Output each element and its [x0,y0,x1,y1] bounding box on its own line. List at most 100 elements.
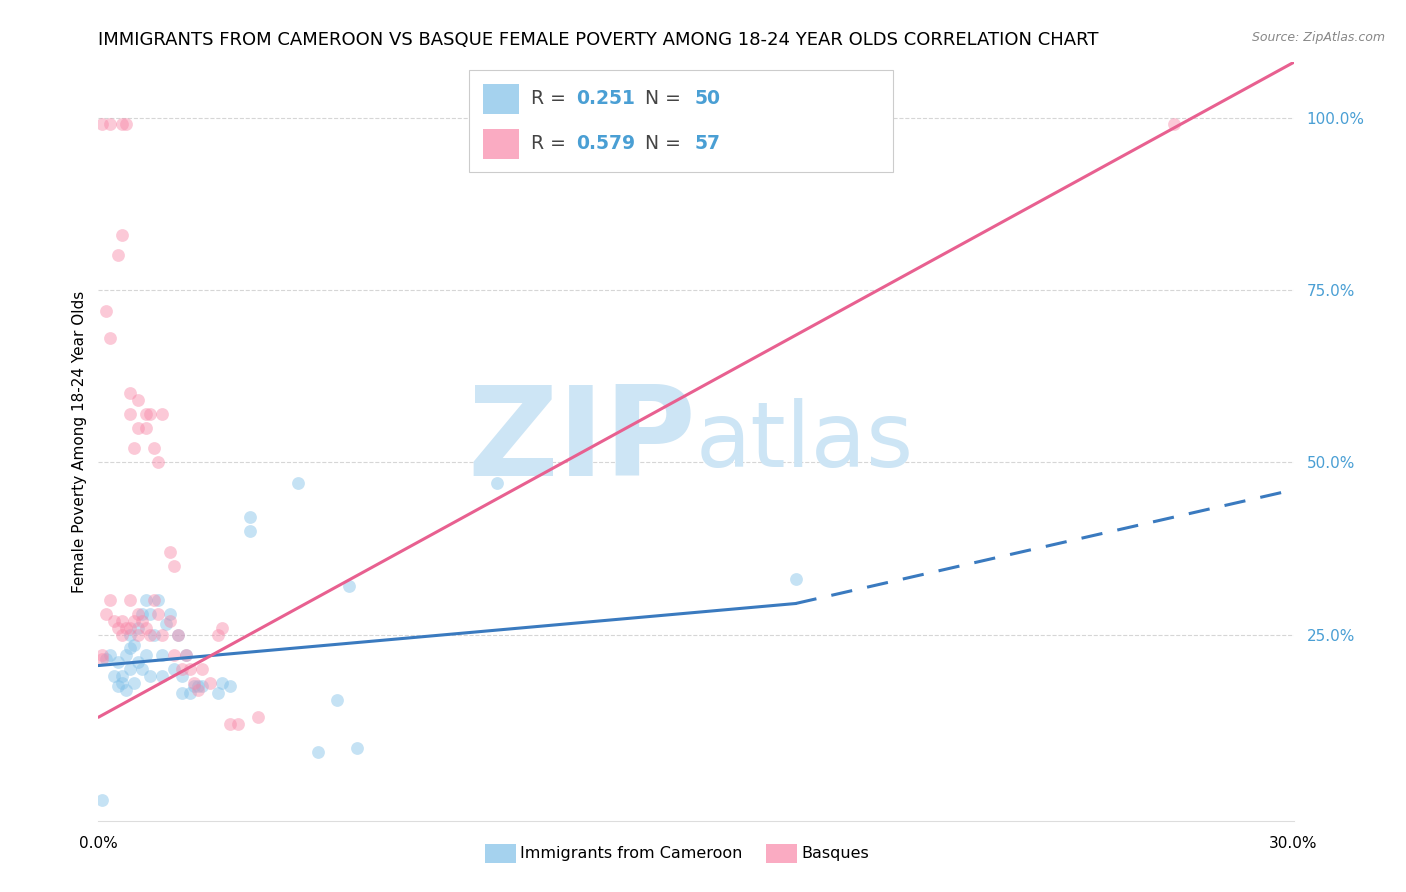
Point [139,669,162,683]
Point [131,607,153,621]
Point [239,510,262,524]
Point [127,627,149,641]
Point [98,331,122,345]
Point [111,614,134,628]
Bar [484,128,519,159]
Point [785,573,807,587]
Point [159,545,181,559]
Point [167,627,190,641]
Point [163,648,186,663]
Point [172,662,194,676]
Point [96,607,118,621]
Point [91,648,114,663]
Point [150,648,173,663]
Point [91,793,114,807]
Point [115,118,138,132]
Point [191,662,214,676]
Point [163,662,186,676]
Point [219,679,242,693]
Point [198,675,221,690]
Point [167,627,190,641]
Point [127,393,149,408]
Point [107,621,129,635]
Point [148,455,170,469]
Text: R =: R = [531,89,572,108]
Point [124,442,146,456]
Point [307,745,329,759]
Point [135,621,157,635]
Point [127,421,149,435]
Point [207,686,229,700]
Point [139,607,162,621]
Point [107,248,129,262]
Point [120,407,142,421]
Text: IMMIGRANTS FROM CAMEROON VS BASQUE FEMALE POVERTY AMONG 18-24 YEAR OLDS CORRELAT: IMMIGRANTS FROM CAMEROON VS BASQUE FEMAL… [98,31,1099,49]
Point [120,641,142,656]
Point [339,579,361,593]
Point [150,407,173,421]
Point [96,303,118,318]
Text: ZIP: ZIP [467,381,696,502]
Point [150,669,173,683]
Text: Source: ZipAtlas.com: Source: ZipAtlas.com [1251,31,1385,45]
Point [127,655,149,669]
Point [131,614,153,628]
Point [124,675,146,690]
Point [172,686,194,700]
Point [135,421,157,435]
Point [91,118,114,132]
Text: 50: 50 [695,89,721,108]
Text: R =: R = [531,134,572,153]
Point [211,621,233,635]
Point [120,621,142,635]
Point [115,648,138,663]
Point [148,593,170,607]
Point [115,682,138,697]
Point [143,627,166,641]
Point [98,118,122,132]
Point [159,607,181,621]
Text: N =: N = [644,89,686,108]
Point [124,638,146,652]
Point [103,669,125,683]
Point [127,607,149,621]
Point [485,475,508,490]
Point [183,679,205,693]
Point [103,614,125,628]
Point [172,669,194,683]
Text: 0.0%: 0.0% [79,836,118,851]
Point [191,679,214,693]
Point [111,118,134,132]
Point [115,621,138,635]
FancyBboxPatch shape [470,70,893,172]
Text: 57: 57 [695,134,721,153]
Point [143,593,166,607]
Point [179,662,201,676]
Point [98,593,122,607]
Point [111,627,134,641]
Bar [484,84,519,114]
Point [120,627,142,641]
Point [91,651,114,665]
Point [120,662,142,676]
Point [155,617,177,632]
Point [120,386,142,401]
Point [111,669,134,683]
Point [187,679,209,693]
Point [326,693,349,707]
Point [135,593,157,607]
Point [96,651,118,665]
Point [246,710,269,724]
Text: Basques: Basques [801,847,869,861]
Point [1163,118,1185,132]
Point [211,675,233,690]
Text: atlas: atlas [696,398,914,485]
Text: N =: N = [644,134,686,153]
Point [226,717,249,731]
Point [207,627,229,641]
Text: 30.0%: 30.0% [1270,836,1317,851]
Point [183,675,205,690]
Point [219,717,242,731]
Point [174,648,197,663]
Point [179,686,201,700]
